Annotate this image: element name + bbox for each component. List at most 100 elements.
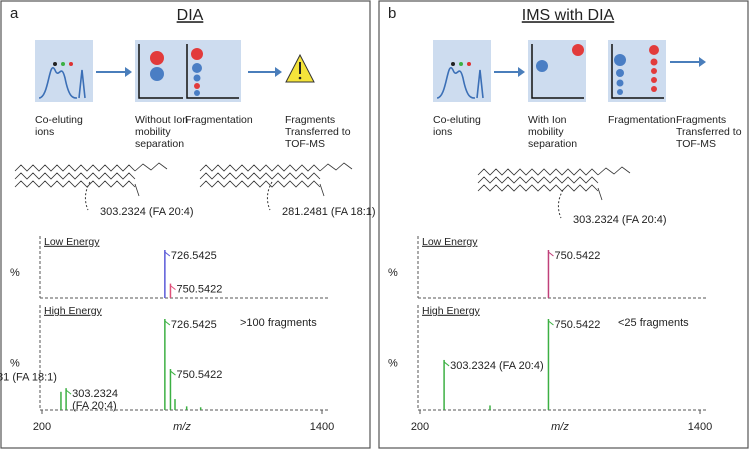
chromatogram bbox=[38, 66, 86, 99]
panel: b IMS with DIA 303.2324 (FA 20:4) Low Energ… bbox=[378, 0, 749, 449]
peak-label: 750.5422 bbox=[554, 319, 600, 331]
molecule-bond bbox=[134, 183, 140, 197]
fragment-annotation: 303.2324 (FA 20:4) bbox=[573, 214, 667, 226]
arrow-head bbox=[125, 67, 132, 77]
step-label: Fragments Transferred to TOF-MS bbox=[676, 114, 742, 150]
spectrum-name: High Energy bbox=[44, 305, 103, 317]
peak-label: 750.5422 bbox=[554, 250, 600, 262]
panel-letter: b bbox=[388, 5, 396, 22]
molecule-chain bbox=[477, 184, 599, 192]
molecule-chain bbox=[14, 180, 136, 188]
label-leader bbox=[170, 285, 176, 290]
ion-dot bbox=[650, 58, 658, 66]
step-box bbox=[183, 40, 241, 102]
panel-letter: a bbox=[10, 5, 19, 22]
step-label: Fragmentation bbox=[608, 114, 676, 126]
step-label: Without Ion mobility separation bbox=[135, 114, 189, 150]
peak-label: 726.5425 bbox=[171, 319, 217, 331]
peak-label: 303.2324 bbox=[72, 388, 118, 400]
ion-dot bbox=[69, 62, 73, 66]
x-tick-label: 1400 bbox=[688, 421, 712, 433]
molecule-chain bbox=[199, 164, 321, 172]
ion-dot bbox=[150, 67, 164, 81]
ion-dot bbox=[616, 79, 624, 87]
molecule-head bbox=[134, 162, 168, 172]
peak-label: 750.5422 bbox=[176, 369, 222, 381]
panel-border bbox=[0, 0, 371, 449]
molecule-bond bbox=[597, 187, 603, 201]
peak-label: 281.2481 (FA 18:1) bbox=[0, 372, 57, 384]
step-label: Fragments Transferred to TOF-MS bbox=[285, 114, 351, 150]
x-axis-label: m/z bbox=[551, 421, 569, 433]
box-axes bbox=[138, 44, 191, 99]
ion-dot bbox=[651, 77, 657, 83]
molecule-chain bbox=[14, 172, 136, 180]
spectrum-y-label: % bbox=[388, 357, 398, 369]
fragment-count: <25 fragments bbox=[618, 317, 689, 329]
fragment-annotation: 303.2324 (FA 20:4) bbox=[100, 206, 194, 218]
cleavage-line bbox=[557, 189, 564, 219]
label-leader bbox=[170, 370, 176, 376]
spectrum-name: High Energy bbox=[422, 305, 481, 317]
step-label: With Ion mobility separation bbox=[528, 114, 578, 150]
chromatogram bbox=[436, 66, 484, 99]
ion-dot bbox=[191, 48, 203, 60]
ion-dot bbox=[192, 63, 202, 73]
molecule-bond bbox=[319, 183, 325, 197]
panel-title: IMS with DIA bbox=[522, 7, 615, 24]
ion-dot bbox=[194, 83, 200, 89]
ion-dot bbox=[61, 62, 65, 66]
molecule-head bbox=[319, 162, 353, 172]
fragment-count: >100 fragments bbox=[240, 317, 317, 329]
warning-mark bbox=[299, 62, 301, 74]
ion-dot bbox=[614, 54, 626, 66]
ion-dot bbox=[194, 90, 200, 96]
arrow-head bbox=[699, 57, 706, 67]
peak-label: 726.5425 bbox=[171, 250, 217, 262]
ion-dot bbox=[572, 44, 584, 56]
spectrum-y-label: % bbox=[10, 267, 20, 279]
x-axis-label: m/z bbox=[173, 421, 191, 433]
label-leader bbox=[443, 361, 450, 367]
x-tick-label: 200 bbox=[33, 421, 51, 433]
ion-dot bbox=[467, 62, 471, 66]
x-tick-label: 200 bbox=[411, 421, 429, 433]
ion-dot bbox=[616, 69, 624, 77]
spectrum-y-label: % bbox=[388, 267, 398, 279]
peak-label: 750.5422 bbox=[176, 284, 222, 296]
panel-border bbox=[378, 0, 749, 449]
molecule-chain bbox=[199, 172, 321, 180]
molecule-head bbox=[597, 166, 631, 176]
box-axes bbox=[186, 44, 239, 99]
ion-dot bbox=[53, 62, 57, 66]
molecule-chain bbox=[14, 164, 136, 172]
ion-dot bbox=[451, 62, 455, 66]
ion-dot bbox=[651, 86, 657, 92]
peak-label: (FA 20:4) bbox=[72, 400, 117, 412]
ion-dot bbox=[193, 74, 201, 82]
panel: a DIA 303.2324 (FA 20:4) 281.2481 (FA 18:1)… bbox=[0, 0, 376, 449]
spectrum-name: Low Energy bbox=[422, 236, 478, 248]
panel-title: DIA bbox=[177, 7, 204, 24]
label-leader bbox=[65, 389, 72, 395]
molecule-chain bbox=[477, 168, 599, 176]
label-leader bbox=[548, 251, 554, 257]
box-axes bbox=[531, 44, 584, 99]
fragment-annotation: 281.2481 (FA 18:1) bbox=[282, 206, 376, 218]
x-tick-label: 1400 bbox=[310, 421, 334, 433]
ion-dot bbox=[649, 45, 659, 55]
label-leader bbox=[548, 320, 554, 326]
molecule-chain bbox=[477, 176, 599, 184]
peak-label: 303.2324 (FA 20:4) bbox=[450, 360, 544, 372]
label-leader bbox=[164, 251, 171, 257]
ion-dot bbox=[536, 60, 548, 72]
spectrum-name: Low Energy bbox=[44, 236, 100, 248]
arrow-head bbox=[275, 67, 282, 77]
label-leader bbox=[164, 320, 171, 326]
ion-dot bbox=[459, 62, 463, 66]
ion-dot bbox=[617, 89, 623, 95]
arrow-head bbox=[518, 67, 525, 77]
spectrum-y-label: % bbox=[10, 357, 20, 369]
